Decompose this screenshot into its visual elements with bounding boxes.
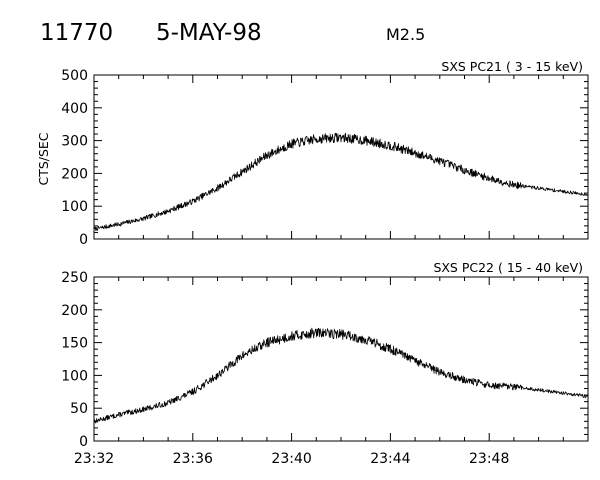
top-panel-title: SXS PC21 ( 3 - 15 keV): [441, 59, 583, 74]
top-panel-ylabel: CTS/SEC: [36, 132, 51, 185]
bottom-panel-frame: [93, 276, 589, 442]
flare-number: 11770: [40, 20, 113, 46]
bottom-panel-y-tick-label: 150: [61, 336, 88, 352]
top-panel-y-tick-label: 500: [61, 68, 88, 84]
x-tick-label: 23:44: [370, 451, 410, 467]
bottom-panel-y-ticks: 0 50 100 150 200 250: [61, 270, 588, 450]
x-tick-label: 23:40: [271, 451, 311, 467]
top-panel-y-tick-label: 300: [61, 134, 88, 150]
x-tick-label: 23:48: [469, 451, 509, 467]
top-panel-y-tick-label: 400: [61, 101, 88, 117]
top-panel-y-tick-label: 100: [61, 199, 88, 215]
bottom-panel-title: SXS PC22 ( 15 - 40 keV): [433, 260, 583, 275]
top-panel: SXS PC21 ( 3 - 15 keV) CTS/SEC 0 100 200 30…: [36, 59, 589, 248]
bottom-panel-y-tick-label: 50: [70, 401, 88, 417]
top-panel-frame: [93, 74, 589, 240]
bottom-panel-y-tick-label: 100: [61, 368, 88, 384]
top-panel-series-line: [93, 132, 589, 232]
bottom-panel-x-ticks: 23:32 23:36 23:40 23:44 23:48: [74, 277, 589, 467]
flare-date: 5-MAY-98: [156, 20, 262, 46]
bottom-panel-y-tick-label: 0: [79, 434, 88, 450]
bottom-panel: SXS PC22 ( 15 - 40 keV) 050100150200250 …: [61, 260, 589, 467]
bottom-panel-y-tick-label: 200: [61, 303, 88, 319]
bottom-panel-series-line: [93, 327, 589, 424]
top-panel-y-tick-label: 200: [61, 166, 88, 182]
x-tick-label: 23:36: [173, 451, 213, 467]
top-panel-y-tick-label: 0: [79, 232, 88, 248]
top-panel-y-ticks: 0 100 200 300 400 500: [61, 68, 588, 248]
flare-class: M2.5: [386, 25, 425, 44]
x-tick-label: 23:32: [74, 451, 114, 467]
top-panel-x-ticks: [93, 75, 589, 239]
bottom-panel-y-tick-label: 250: [61, 270, 88, 286]
